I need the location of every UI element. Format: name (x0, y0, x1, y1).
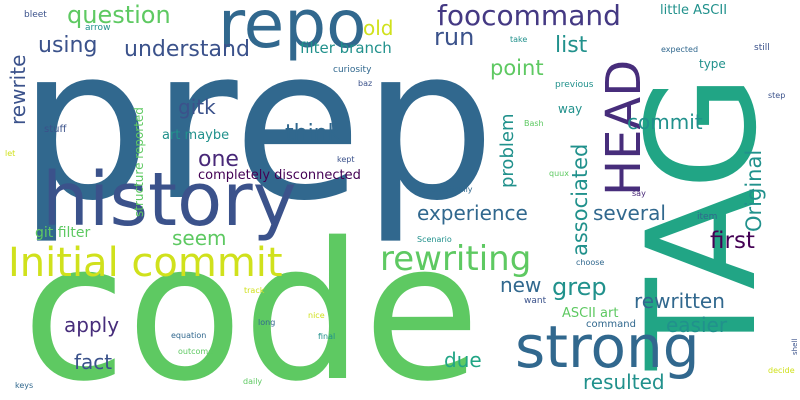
word-command: command (586, 319, 636, 330)
word-original: Original (742, 149, 766, 232)
word-bash: Bash (524, 119, 544, 128)
word-type: type (699, 57, 726, 71)
word-rewrite: rewrite (6, 54, 30, 125)
word-several: several (593, 201, 666, 225)
word-list: list (555, 33, 588, 58)
word-scenario: Scenario (417, 235, 452, 244)
word-completely-disconnected: completely disconnected (198, 168, 361, 183)
word-way: way (558, 102, 583, 116)
word-step: step (768, 91, 786, 100)
word-run: run (434, 23, 475, 51)
word-let: let (5, 149, 16, 158)
word-nice: nice (308, 311, 325, 320)
word-associated: associated (568, 143, 592, 256)
word-kept: kept (337, 155, 355, 164)
word-daily: daily (243, 377, 263, 386)
word-choose: choose (576, 258, 605, 267)
word-experience: experience (417, 201, 528, 225)
word-think: think (285, 121, 341, 146)
word-quux: quux (549, 169, 569, 178)
word-understand: understand (124, 37, 250, 62)
word-take: take (510, 35, 528, 44)
word-commit: commit (627, 110, 703, 134)
word-prep: prep (18, 2, 496, 247)
word-structure-reported: structure reported (132, 107, 146, 217)
word-old: old (363, 16, 394, 40)
word-say: say (632, 189, 646, 198)
word-first: first (710, 228, 755, 254)
word-git-filter: git filter (35, 225, 91, 241)
word-shell: shell (791, 338, 799, 355)
word-previous: previous (555, 80, 594, 90)
word-history: history (42, 157, 297, 243)
word-keys: keys (15, 381, 34, 390)
word-outcome: outcome (178, 347, 214, 356)
word-gitk: gitk (178, 95, 216, 119)
word-rewritten: rewritten (634, 289, 725, 313)
word-one: one (198, 147, 239, 172)
word-automatically: automatically (418, 185, 473, 194)
word-filter-branch: filter branch (300, 39, 392, 57)
word-using: using (38, 33, 98, 58)
word-curiosity: curiosity (333, 65, 372, 75)
word-question: question (67, 1, 171, 29)
word-initial-commit: Initial commit (8, 240, 283, 286)
word-ascii-art: ASCII art (562, 306, 619, 321)
word-point: point (490, 56, 544, 80)
word-bleet: bleet (24, 10, 47, 20)
word-apply: apply (64, 313, 120, 337)
word-code: code (22, 202, 481, 400)
word-want: want (524, 296, 547, 306)
word-repo: repo (218, 0, 367, 63)
word-decide: decide (768, 366, 795, 375)
word-rewriting: rewriting (380, 239, 532, 279)
word-grep: grep (552, 273, 607, 301)
word-strong: strong (515, 313, 700, 381)
word-stuff: stuff (44, 124, 67, 135)
word-foocommand: foocommand (437, 0, 621, 32)
word-art-maybe: art maybe (162, 128, 230, 143)
word-expected: expected (661, 45, 699, 54)
word-seem: seem (172, 226, 227, 250)
word-equation: equation (171, 331, 207, 340)
word-easier: easier (666, 313, 728, 337)
word-resulted: resulted (583, 370, 665, 394)
word-still: still (754, 43, 770, 53)
word-item: item (697, 212, 718, 222)
word-problem: problem (497, 113, 518, 188)
word-new: new (500, 273, 542, 297)
word-arrow: arrow (85, 23, 111, 33)
word-track: track (244, 286, 265, 295)
word-final: final (318, 332, 336, 341)
word-long: long (258, 318, 276, 327)
word-baz: baz (358, 79, 373, 88)
word-due: due (444, 348, 482, 372)
word-fact: fact (74, 350, 113, 374)
word-little-ascii: little ASCII (660, 3, 728, 18)
